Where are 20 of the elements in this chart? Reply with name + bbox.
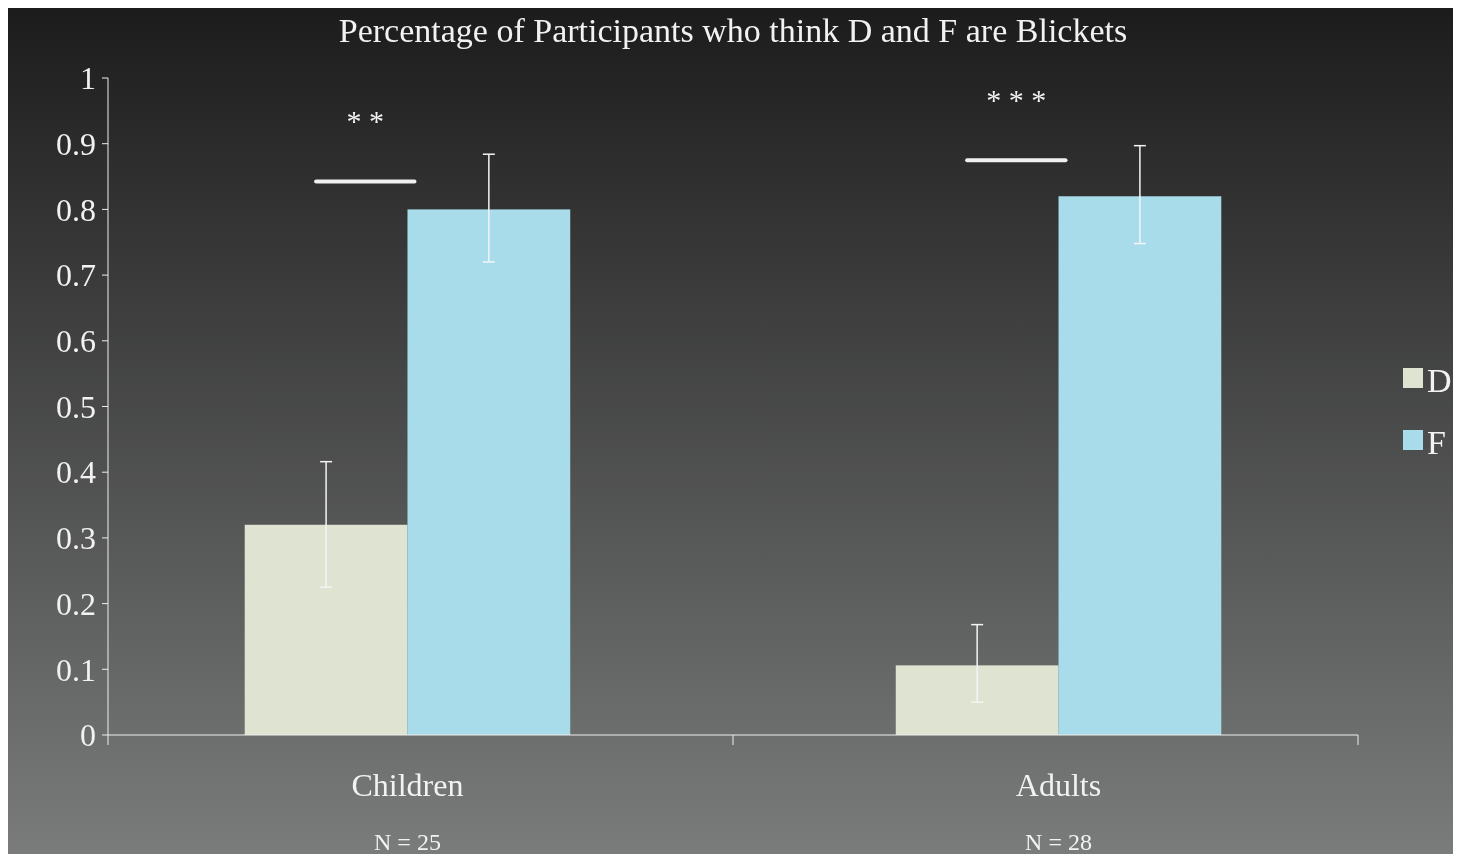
x-tick-label: Adults xyxy=(1015,767,1102,803)
legend-label: F xyxy=(1427,423,1446,461)
y-tick-label: 0.1 xyxy=(56,651,96,688)
y-tick-label: 0.4 xyxy=(56,454,96,491)
y-tick-label: 0.2 xyxy=(56,585,96,622)
text: N = 25 xyxy=(374,829,441,855)
annotation: * * * xyxy=(986,83,1047,117)
chart-title: Percentage of Participants who think D and F are Blickets xyxy=(338,12,1128,49)
y-tick-label: 0.6 xyxy=(56,323,96,359)
y-tick-label: 0.3 xyxy=(56,520,96,557)
y-tick-label: 0.9 xyxy=(56,125,96,162)
y-tick-label: 0.8 xyxy=(56,191,96,228)
legend-label: D xyxy=(1427,361,1452,399)
x-tick-label: Children xyxy=(351,767,464,803)
text: N = 28 xyxy=(1025,829,1092,855)
annotation: * * xyxy=(346,104,385,138)
y-tick-label: 0 xyxy=(80,717,96,754)
y-tick-label: 0.5 xyxy=(56,388,96,425)
y-tick-label: 0.7 xyxy=(56,257,96,294)
y-tick-label: 1 xyxy=(80,60,96,97)
